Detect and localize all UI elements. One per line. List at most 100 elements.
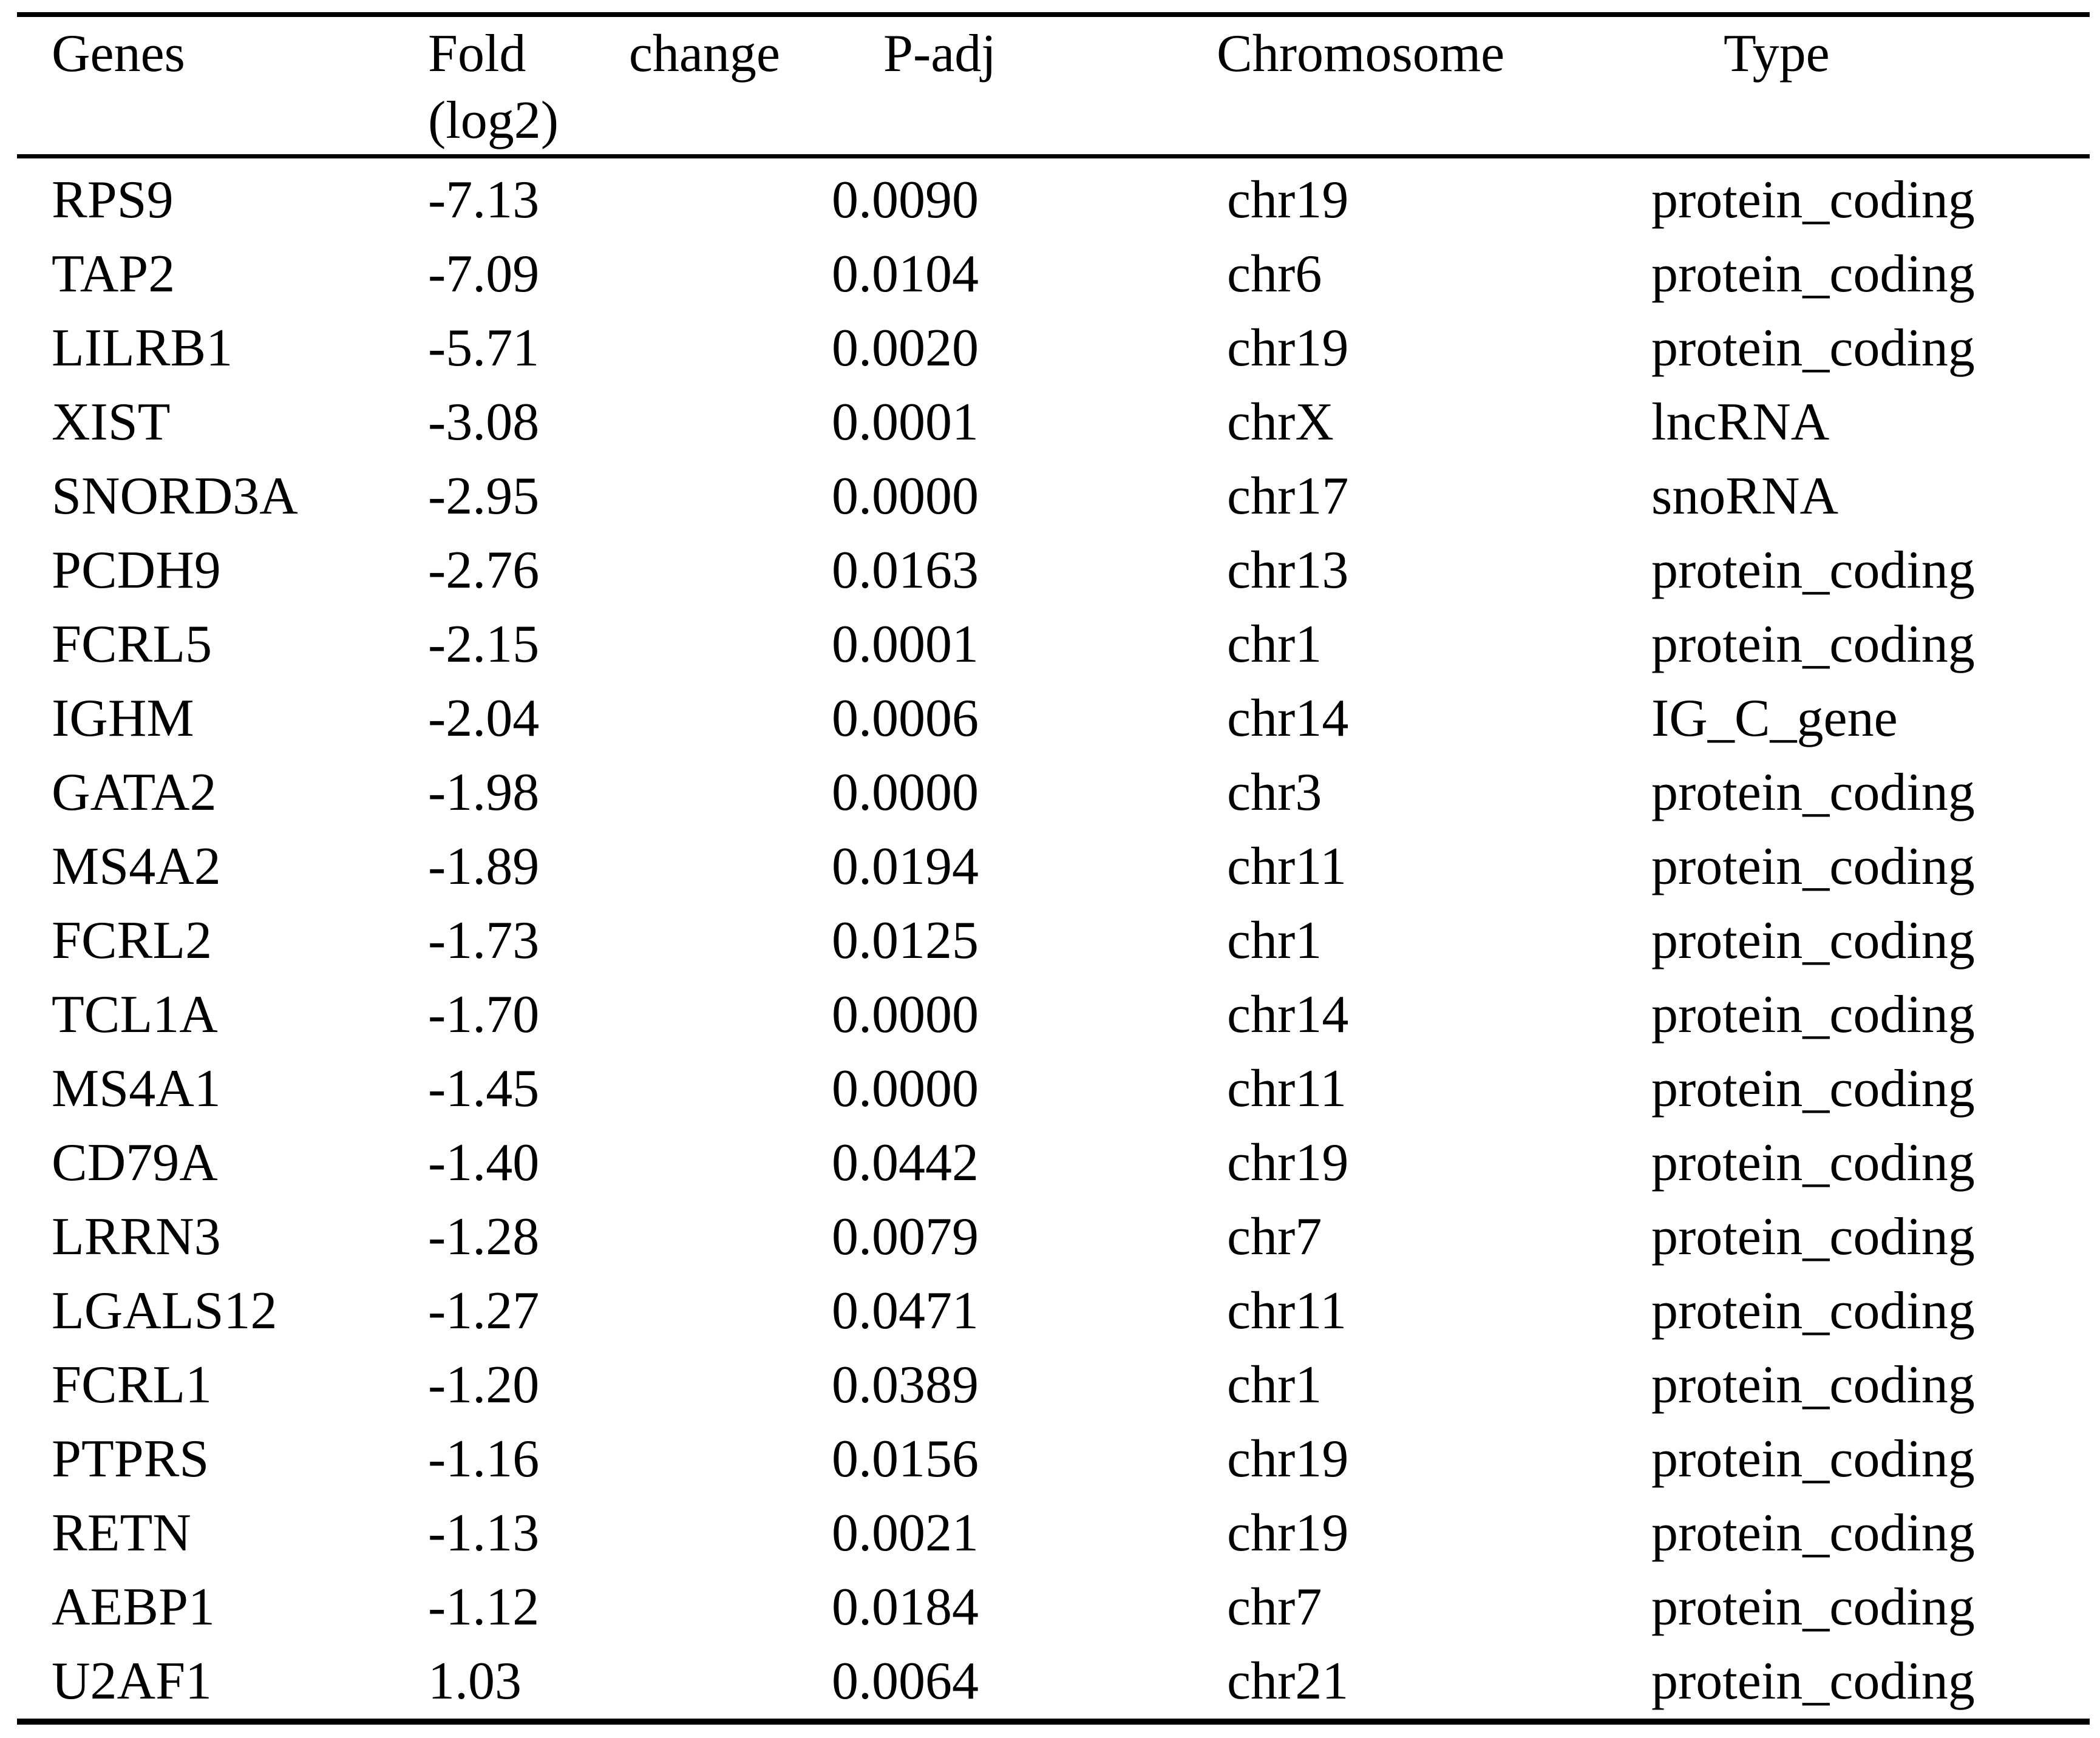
header-label-fold-change: Fold change (log2) — [428, 24, 780, 150]
header-cell-type: Type — [1651, 21, 2090, 154]
gene-cell: LILRB1 — [52, 319, 233, 378]
gene-cell: FCRL1 — [52, 1356, 212, 1414]
p-adj-cell: 0.0000 — [832, 985, 979, 1044]
table-row: LGALS12 -1.27 0.0471 chr11 protein_codin… — [17, 1274, 2090, 1348]
p-adj-cell: 0.0090 — [832, 171, 979, 229]
p-adj-cell: 0.0021 — [832, 1504, 979, 1563]
fold-change-cell: -1.98 — [428, 763, 540, 822]
chromosome-cell: chr3 — [1227, 763, 1322, 822]
chromosome-cell: chr19 — [1227, 1504, 1349, 1563]
type-cell: snoRNA — [1651, 467, 1839, 526]
type-cell: protein_coding — [1651, 615, 1975, 674]
p-adj-cell: 0.0194 — [832, 837, 979, 896]
table-row: FCRL1 -1.20 0.0389 chr1 protein_coding — [17, 1348, 2090, 1422]
type-cell: protein_coding — [1651, 1281, 1975, 1340]
fold-change-cell: -2.76 — [428, 541, 540, 600]
header-cell-fold-change: Fold change (log2) — [428, 21, 832, 154]
chromosome-cell: chr1 — [1227, 615, 1322, 674]
type-cell: IG_C_gene — [1651, 689, 1898, 748]
gene-cell: PCDH9 — [52, 541, 221, 600]
chromosome-cell: chr7 — [1227, 1207, 1322, 1266]
type-cell: protein_coding — [1651, 319, 1975, 378]
table-header-row: Genes Fold change (log2) P-adj Chromosom… — [17, 17, 2090, 154]
chromosome-cell: chr6 — [1227, 245, 1322, 304]
gene-cell: TAP2 — [52, 245, 175, 304]
gene-cell: U2AF1 — [52, 1652, 212, 1711]
table-row: MS4A2 -1.89 0.0194 chr11 protein_coding — [17, 830, 2090, 904]
chromosome-cell: chr19 — [1227, 1133, 1349, 1192]
p-adj-cell: 0.0000 — [832, 763, 979, 822]
type-cell: protein_coding — [1651, 837, 1975, 896]
header-cell-p-adj: P-adj — [832, 21, 1227, 154]
gene-cell: CD79A — [52, 1133, 218, 1192]
chromosome-cell: chrX — [1227, 393, 1334, 452]
fold-change-cell: -1.45 — [428, 1059, 540, 1118]
type-cell: protein_coding — [1651, 1133, 1975, 1192]
gene-cell: AEBP1 — [52, 1578, 215, 1637]
chromosome-cell: chr19 — [1227, 1430, 1349, 1489]
gene-cell: IGHM — [52, 689, 194, 748]
fold-change-cell: -2.15 — [428, 615, 540, 674]
gene-cell: XIST — [52, 393, 171, 452]
fold-change-cell: -7.13 — [428, 171, 540, 229]
chromosome-cell: chr11 — [1227, 1059, 1347, 1118]
type-cell: protein_coding — [1651, 1652, 1975, 1711]
chromosome-cell: chr11 — [1227, 1281, 1347, 1340]
fold-change-cell: -1.28 — [428, 1207, 540, 1266]
p-adj-cell: 0.0125 — [832, 911, 979, 970]
table-body: RPS9 -7.13 0.0090 chr19 protein_coding T… — [17, 158, 2090, 1719]
p-adj-cell: 0.0104 — [832, 245, 979, 304]
table-row: RPS9 -7.13 0.0090 chr19 protein_coding — [17, 163, 2090, 237]
p-adj-cell: 0.0184 — [832, 1578, 979, 1637]
header-cell-genes: Genes — [17, 21, 428, 154]
fold-change-cell: -3.08 — [428, 393, 540, 452]
table-row: MS4A1 -1.45 0.0000 chr11 protein_coding — [17, 1052, 2090, 1126]
table-row: CD79A -1.40 0.0442 chr19 protein_coding — [17, 1126, 2090, 1200]
header-cell-chromosome: Chromosome — [1217, 21, 1651, 154]
header-label-genes: Genes — [52, 24, 185, 83]
p-adj-cell: 0.0064 — [832, 1652, 979, 1711]
p-adj-cell: 0.0156 — [832, 1430, 979, 1489]
p-adj-cell: 0.0163 — [832, 541, 979, 600]
type-cell: protein_coding — [1651, 911, 1975, 970]
type-cell: protein_coding — [1651, 763, 1975, 822]
table-row: XIST -3.08 0.0001 chrX lncRNA — [17, 385, 2090, 460]
gene-expression-table: Genes Fold change (log2) P-adj Chromosom… — [17, 12, 2090, 1725]
fold-change-cell: -1.89 — [428, 837, 540, 896]
type-cell: protein_coding — [1651, 985, 1975, 1044]
gene-cell: PTPRS — [52, 1430, 209, 1489]
table-row: PTPRS -1.16 0.0156 chr19 protein_coding — [17, 1422, 2090, 1496]
fold-change-cell: -1.13 — [428, 1504, 540, 1563]
gene-cell: MS4A1 — [52, 1059, 221, 1118]
p-adj-cell: 0.0000 — [832, 1059, 979, 1118]
type-cell: protein_coding — [1651, 541, 1975, 600]
gene-cell: TCL1A — [52, 985, 218, 1044]
fold-change-cell: -1.40 — [428, 1133, 540, 1192]
gene-cell: FCRL5 — [52, 615, 212, 674]
fold-change-cell: -1.16 — [428, 1430, 540, 1489]
header-label-chromosome: Chromosome — [1217, 24, 1505, 83]
table-row: PCDH9 -2.76 0.0163 chr13 protein_coding — [17, 534, 2090, 608]
gene-cell: SNORD3A — [52, 467, 298, 526]
fold-change-cell: -1.12 — [428, 1578, 540, 1637]
header-label-type: Type — [1724, 24, 1830, 83]
fold-change-cell: -5.71 — [428, 319, 540, 378]
gene-cell: RETN — [52, 1504, 191, 1563]
p-adj-cell: 0.0442 — [832, 1133, 979, 1192]
p-adj-cell: 0.0001 — [832, 393, 979, 452]
chromosome-cell: chr19 — [1227, 319, 1349, 378]
type-cell: protein_coding — [1651, 1504, 1975, 1563]
table-row: RETN -1.13 0.0021 chr19 protein_coding — [17, 1496, 2090, 1570]
fold-change-cell: -7.09 — [428, 245, 540, 304]
gene-cell: FCRL2 — [52, 911, 212, 970]
fold-change-cell: -2.04 — [428, 689, 540, 748]
chromosome-cell: chr14 — [1227, 985, 1349, 1044]
table-row: GATA2 -1.98 0.0000 chr3 protein_coding — [17, 756, 2090, 830]
type-cell: protein_coding — [1651, 1430, 1975, 1489]
table-row: SNORD3A -2.95 0.0000 chr17 snoRNA — [17, 460, 2090, 534]
type-cell: lncRNA — [1651, 393, 1830, 452]
chromosome-cell: chr11 — [1227, 837, 1347, 896]
fold-change-cell: -1.20 — [428, 1356, 540, 1414]
table-row: U2AF1 1.03 0.0064 chr21 protein_coding — [17, 1645, 2090, 1719]
